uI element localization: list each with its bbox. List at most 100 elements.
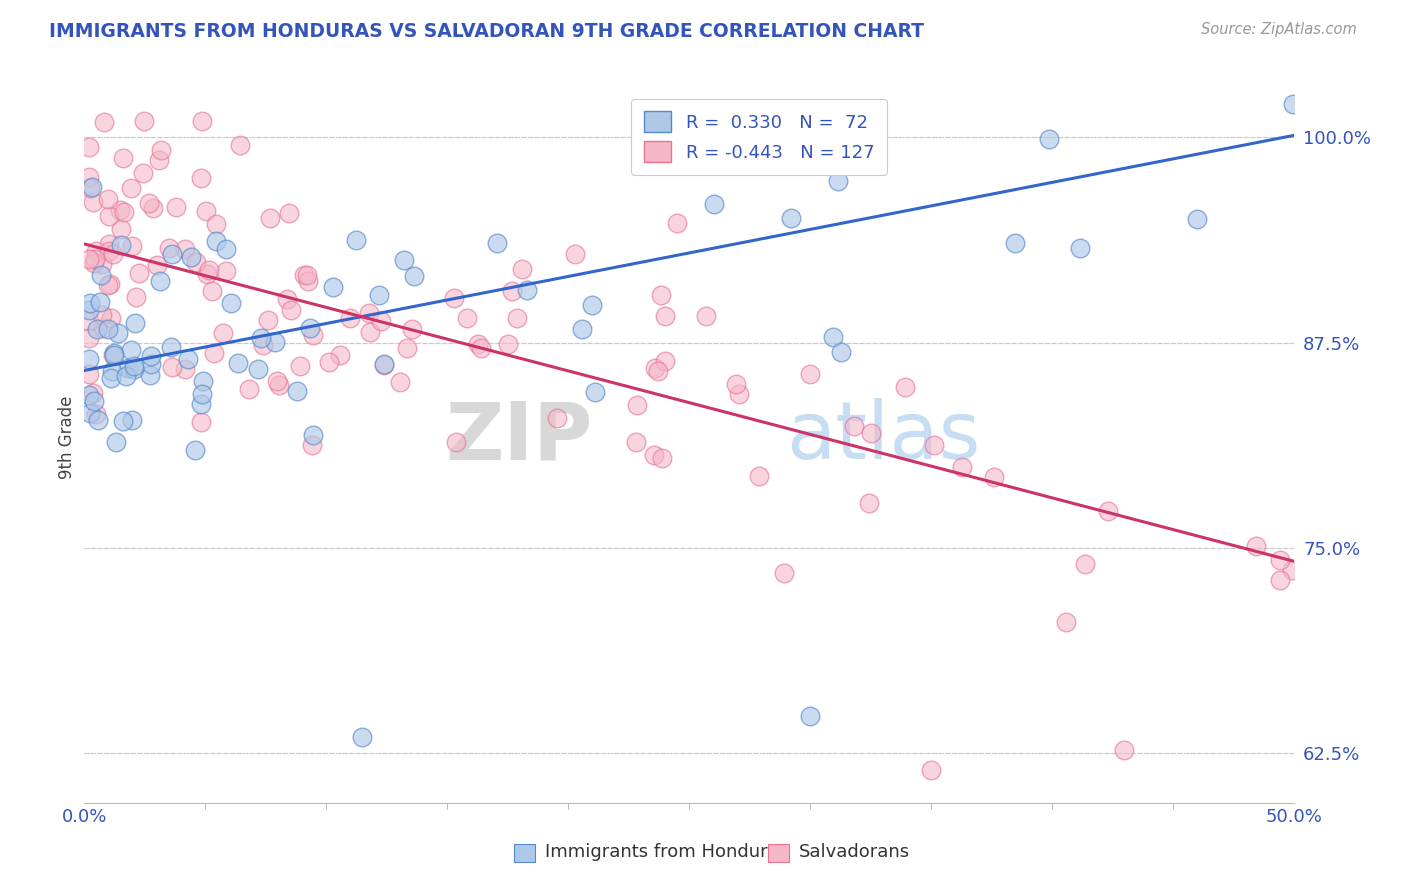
Point xyxy=(87,413,110,427)
Point xyxy=(486,235,509,250)
Point xyxy=(77,388,100,402)
Point xyxy=(124,359,146,374)
Point xyxy=(1270,553,1292,567)
Text: IMMIGRANTS FROM HONDURAS VS SALVADORAN 9TH GRADE CORRELATION CHART: IMMIGRANTS FROM HONDURAS VS SALVADORAN 9… xyxy=(49,22,924,41)
Point xyxy=(301,437,323,451)
Point xyxy=(266,375,288,389)
Point xyxy=(779,211,801,225)
Point xyxy=(202,346,225,360)
Point xyxy=(101,364,124,378)
Point xyxy=(571,322,593,336)
Point xyxy=(77,140,100,154)
Point xyxy=(93,115,115,129)
Point xyxy=(827,174,849,188)
Point xyxy=(150,143,173,157)
Point xyxy=(160,340,183,354)
Point xyxy=(148,274,170,288)
Point xyxy=(858,496,880,510)
Point xyxy=(219,296,242,310)
Point xyxy=(160,359,183,374)
Point xyxy=(98,244,121,258)
Point xyxy=(111,414,134,428)
Point xyxy=(198,263,221,277)
Point xyxy=(467,337,489,351)
Point xyxy=(124,316,146,330)
Point xyxy=(77,252,100,267)
Point xyxy=(844,418,866,433)
Point xyxy=(79,352,101,367)
Point xyxy=(214,264,236,278)
Point xyxy=(107,326,129,341)
Point xyxy=(1114,743,1136,757)
Point xyxy=(139,368,162,382)
Point xyxy=(103,348,125,362)
Point xyxy=(799,708,821,723)
Point xyxy=(626,398,648,412)
Point xyxy=(352,730,374,744)
Point xyxy=(190,397,212,411)
Point xyxy=(79,406,101,420)
Point xyxy=(302,328,325,343)
Point xyxy=(79,181,101,195)
Point xyxy=(89,294,111,309)
Point xyxy=(134,113,156,128)
Point xyxy=(215,242,238,256)
Point xyxy=(280,302,302,317)
Point xyxy=(344,233,367,247)
Point xyxy=(79,296,101,310)
Point xyxy=(860,426,883,441)
Point xyxy=(830,344,852,359)
Point xyxy=(77,314,100,328)
Point xyxy=(141,349,163,363)
Point xyxy=(249,331,271,345)
Point xyxy=(564,247,586,261)
Point xyxy=(443,291,465,305)
Point xyxy=(654,354,676,368)
Point xyxy=(174,242,197,256)
Point xyxy=(191,375,214,389)
Point xyxy=(983,469,1005,483)
Point xyxy=(111,151,134,165)
Point xyxy=(84,244,107,259)
Point xyxy=(139,357,162,371)
Point xyxy=(98,277,121,292)
Point xyxy=(1270,574,1292,588)
Point xyxy=(247,362,270,376)
Point xyxy=(329,348,352,362)
Point xyxy=(546,410,568,425)
Point xyxy=(77,330,100,344)
Point xyxy=(396,341,419,355)
Point xyxy=(112,205,135,219)
Point xyxy=(276,292,298,306)
Point xyxy=(1074,558,1097,572)
Point xyxy=(191,386,214,401)
Point xyxy=(821,330,844,344)
Point xyxy=(367,288,389,302)
Point xyxy=(1281,97,1303,112)
Point xyxy=(77,367,100,381)
Point xyxy=(292,268,315,282)
Point xyxy=(724,376,747,391)
Point xyxy=(318,354,340,368)
Point xyxy=(77,169,100,184)
Point xyxy=(339,310,361,325)
Text: ZIP: ZIP xyxy=(444,398,592,476)
Point xyxy=(624,435,647,450)
Point xyxy=(138,195,160,210)
Point xyxy=(82,180,104,194)
Point xyxy=(84,408,107,422)
Point xyxy=(124,290,146,304)
Point xyxy=(501,284,523,298)
Point xyxy=(456,310,478,325)
Point xyxy=(173,362,195,376)
Point xyxy=(108,202,131,217)
Point xyxy=(264,334,287,349)
Point xyxy=(201,284,224,298)
Point xyxy=(103,346,125,360)
Point xyxy=(184,255,207,269)
Bar xyxy=(513,844,536,862)
Point xyxy=(97,192,120,206)
Point xyxy=(666,215,689,229)
Point xyxy=(1069,241,1091,255)
Point xyxy=(773,566,796,580)
